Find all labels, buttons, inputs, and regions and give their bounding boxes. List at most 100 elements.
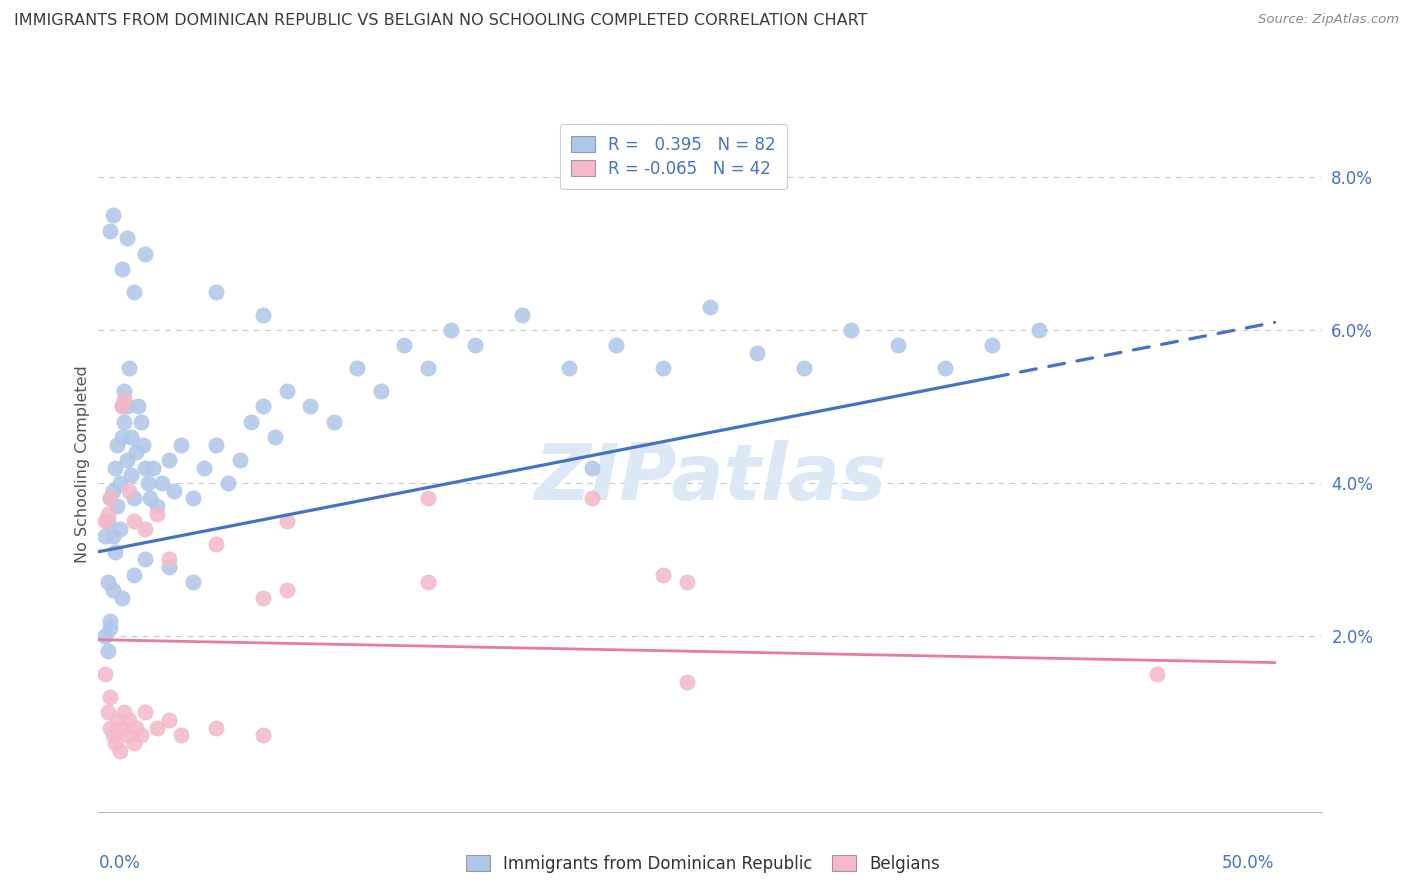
Text: 0.0%: 0.0% — [98, 854, 141, 871]
Point — [125, 721, 148, 735]
Point — [101, 483, 124, 498]
Point — [370, 384, 392, 399]
Point — [276, 514, 298, 528]
Point — [652, 567, 675, 582]
Point — [105, 499, 128, 513]
Point — [839, 323, 862, 337]
Point — [108, 522, 131, 536]
Point — [111, 400, 134, 414]
Point — [252, 308, 274, 322]
Point — [125, 445, 148, 459]
Point — [108, 475, 131, 490]
Point — [118, 361, 141, 376]
Point — [193, 460, 215, 475]
Point — [181, 575, 204, 590]
Point — [115, 231, 138, 245]
Text: ZIPatlas: ZIPatlas — [534, 440, 886, 516]
Point — [146, 721, 169, 735]
Point — [97, 644, 120, 658]
Point — [111, 400, 134, 414]
Point — [118, 713, 141, 727]
Point — [98, 491, 121, 506]
Text: IMMIGRANTS FROM DOMINICAN REPUBLIC VS BELGIAN NO SCHOOLING COMPLETED CORRELATION: IMMIGRANTS FROM DOMINICAN REPUBLIC VS BE… — [14, 13, 868, 29]
Point — [464, 338, 486, 352]
Point — [134, 246, 156, 260]
Point — [299, 400, 322, 414]
Point — [745, 346, 768, 360]
Point — [510, 308, 533, 322]
Point — [94, 667, 117, 681]
Point — [111, 721, 134, 735]
Point — [120, 430, 142, 444]
Point — [1028, 323, 1050, 337]
Point — [581, 491, 603, 506]
Point — [263, 430, 285, 444]
Point — [416, 491, 439, 506]
Point — [217, 475, 239, 490]
Point — [150, 475, 173, 490]
Point — [115, 453, 138, 467]
Point — [115, 728, 138, 742]
Point — [94, 629, 117, 643]
Point — [101, 728, 124, 742]
Point — [416, 361, 439, 376]
Point — [94, 529, 117, 543]
Point — [112, 415, 135, 429]
Point — [122, 491, 145, 506]
Point — [101, 208, 124, 222]
Point — [97, 507, 120, 521]
Point — [170, 438, 193, 452]
Point — [675, 575, 697, 590]
Point — [205, 438, 228, 452]
Y-axis label: No Schooling Completed: No Schooling Completed — [75, 365, 90, 563]
Point — [122, 736, 145, 750]
Point — [675, 674, 697, 689]
Point — [120, 468, 142, 483]
Point — [134, 706, 156, 720]
Point — [146, 499, 169, 513]
Point — [228, 453, 250, 467]
Point — [98, 224, 121, 238]
Point — [129, 728, 152, 742]
Point — [127, 400, 149, 414]
Point — [122, 514, 145, 528]
Point — [98, 491, 121, 506]
Point — [112, 392, 135, 406]
Point — [887, 338, 910, 352]
Point — [97, 575, 120, 590]
Point — [141, 460, 163, 475]
Point — [134, 552, 156, 566]
Point — [157, 560, 180, 574]
Point — [97, 514, 120, 528]
Point — [105, 713, 128, 727]
Point — [793, 361, 815, 376]
Point — [101, 529, 124, 543]
Point — [94, 514, 117, 528]
Point — [205, 537, 228, 551]
Point — [205, 285, 228, 299]
Point — [1146, 667, 1168, 681]
Point — [934, 361, 956, 376]
Point — [111, 261, 134, 276]
Point — [115, 400, 138, 414]
Text: Source: ZipAtlas.com: Source: ZipAtlas.com — [1258, 13, 1399, 27]
Point — [111, 430, 134, 444]
Point — [981, 338, 1004, 352]
Point — [252, 591, 274, 605]
Point — [112, 384, 135, 399]
Point — [276, 384, 298, 399]
Point — [205, 721, 228, 735]
Point — [652, 361, 675, 376]
Point — [276, 582, 298, 597]
Point — [170, 728, 193, 742]
Point — [157, 453, 180, 467]
Point — [132, 438, 155, 452]
Point — [558, 361, 581, 376]
Point — [122, 567, 145, 582]
Point — [163, 483, 186, 498]
Point — [252, 400, 274, 414]
Point — [252, 728, 274, 742]
Point — [108, 743, 131, 757]
Point — [581, 460, 603, 475]
Legend: R =   0.395   N = 82, R = -0.065   N = 42: R = 0.395 N = 82, R = -0.065 N = 42 — [560, 124, 787, 189]
